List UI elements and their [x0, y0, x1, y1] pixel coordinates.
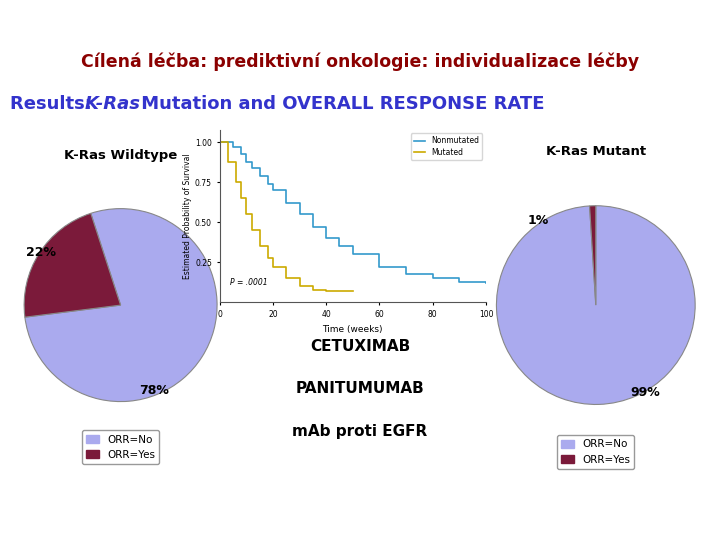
Nonmutated	[322, 235, 330, 241]
Mutated	[269, 264, 277, 271]
Text: CETUXIMAB: CETUXIMAB	[310, 339, 410, 354]
Text: Results:: Results:	[10, 95, 98, 113]
Mutated	[348, 288, 357, 294]
Nonmutated	[336, 243, 344, 249]
Legend: Nonmutated, Mutated: Nonmutated, Mutated	[410, 133, 482, 160]
Mutated	[242, 211, 251, 218]
Text: Úvod do molekulární medicíny 8/12: Úvod do molekulární medicíny 8/12	[137, 14, 311, 26]
Text: 1%: 1%	[528, 214, 549, 227]
Nonmutated	[482, 280, 490, 286]
Mutated	[322, 288, 330, 294]
Wedge shape	[25, 208, 217, 402]
Text: P = .0001: P = .0001	[230, 278, 268, 287]
Wedge shape	[24, 213, 121, 317]
Text: Mutation and OVERALL RESPONSE RATE: Mutation and OVERALL RESPONSE RATE	[135, 95, 544, 113]
Text: PANITUMUMAB: PANITUMUMAB	[296, 381, 424, 396]
Text: Strana 31: Strana 31	[29, 520, 80, 530]
Mutated	[264, 254, 272, 261]
Text: 99%: 99%	[631, 386, 660, 399]
Nonmutated	[402, 271, 410, 277]
Nonmutated	[282, 200, 291, 206]
Wedge shape	[497, 206, 695, 404]
Text: mAb proti EGFR: mAb proti EGFR	[292, 424, 428, 438]
X-axis label: Time (weeks): Time (weeks)	[323, 325, 383, 334]
Nonmutated	[348, 251, 357, 258]
Y-axis label: Estimated Probability of Survival: Estimated Probability of Survival	[183, 153, 192, 279]
Line: Mutated: Mutated	[220, 143, 353, 291]
Mutated	[247, 227, 256, 234]
Mutated	[282, 275, 291, 282]
Nonmutated	[256, 173, 264, 179]
Nonmutated	[375, 264, 384, 271]
Nonmutated	[269, 187, 277, 194]
Nonmutated	[455, 278, 464, 285]
Text: 22%: 22%	[27, 246, 56, 259]
Text: K-Ras Wildtype: K-Ras Wildtype	[64, 149, 177, 162]
Nonmutated	[295, 211, 304, 218]
Mutated	[231, 179, 240, 186]
Legend: ORR=No, ORR=Yes: ORR=No, ORR=Yes	[82, 430, 159, 464]
Mutated	[215, 139, 224, 146]
Nonmutated	[309, 224, 318, 231]
Nonmutated	[428, 275, 437, 282]
Mutated	[309, 286, 318, 293]
Nonmutated	[264, 181, 272, 187]
Nonmutated	[237, 150, 246, 157]
Wedge shape	[590, 206, 596, 305]
Mutated	[223, 158, 232, 165]
Mutated	[256, 243, 264, 249]
Nonmutated	[247, 165, 256, 171]
Legend: ORR=No, ORR=Yes: ORR=No, ORR=Yes	[557, 435, 634, 469]
Text: © Ondřej Slabý, 2009: © Ondřej Slabý, 2009	[585, 519, 698, 531]
Nonmutated	[229, 144, 238, 151]
Mutated	[295, 283, 304, 289]
Mutated	[237, 195, 246, 201]
Nonmutated	[242, 158, 251, 165]
Text: Cílená léčba: prediktivní onkologie: individualizace léčby: Cílená léčba: prediktivní onkologie: ind…	[81, 53, 639, 71]
Nonmutated	[215, 139, 224, 146]
Text: K-Ras Mutant: K-Ras Mutant	[546, 145, 646, 158]
Line: Nonmutated: Nonmutated	[220, 143, 486, 283]
Text: 78%: 78%	[140, 383, 169, 396]
Text: K-Ras: K-Ras	[85, 95, 141, 113]
